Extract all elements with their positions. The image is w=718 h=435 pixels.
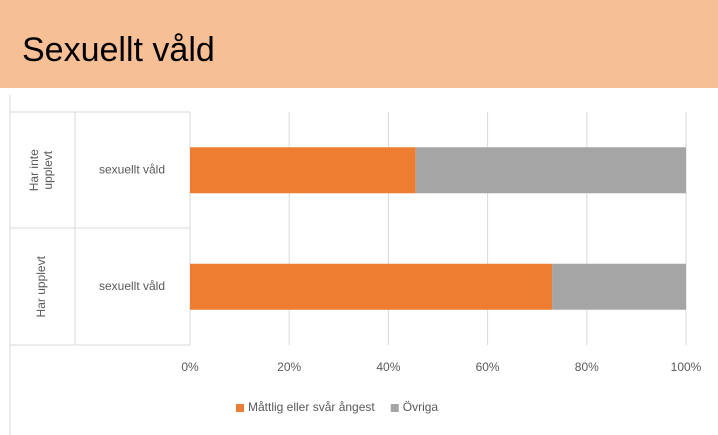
x-tick-label: 20%	[277, 360, 301, 374]
x-tick-label: 0%	[181, 360, 199, 374]
header-band	[0, 0, 718, 88]
bar-segment	[552, 263, 686, 310]
x-tick-label: 40%	[376, 360, 400, 374]
legend-swatch	[390, 404, 399, 412]
group-label: Har inte	[27, 149, 41, 191]
bar-segment	[190, 263, 553, 310]
legend-label: Övriga	[403, 400, 439, 414]
category-label: sexuellt våld	[99, 162, 165, 176]
category-label: sexuellt våld	[99, 279, 165, 293]
bar-segment	[415, 147, 686, 194]
group-label: upplevt	[41, 150, 55, 189]
group-label: Har upplevt	[34, 255, 48, 317]
bar-segment	[190, 147, 416, 194]
legend-swatch	[236, 404, 244, 412]
x-tick-label: 80%	[575, 360, 599, 374]
legend-label: Måttlig eller svår ångest	[248, 400, 375, 414]
chart-title: Sexuellt våld	[22, 31, 215, 69]
x-tick-label: 60%	[476, 360, 500, 374]
x-tick-label: 100%	[671, 360, 702, 374]
